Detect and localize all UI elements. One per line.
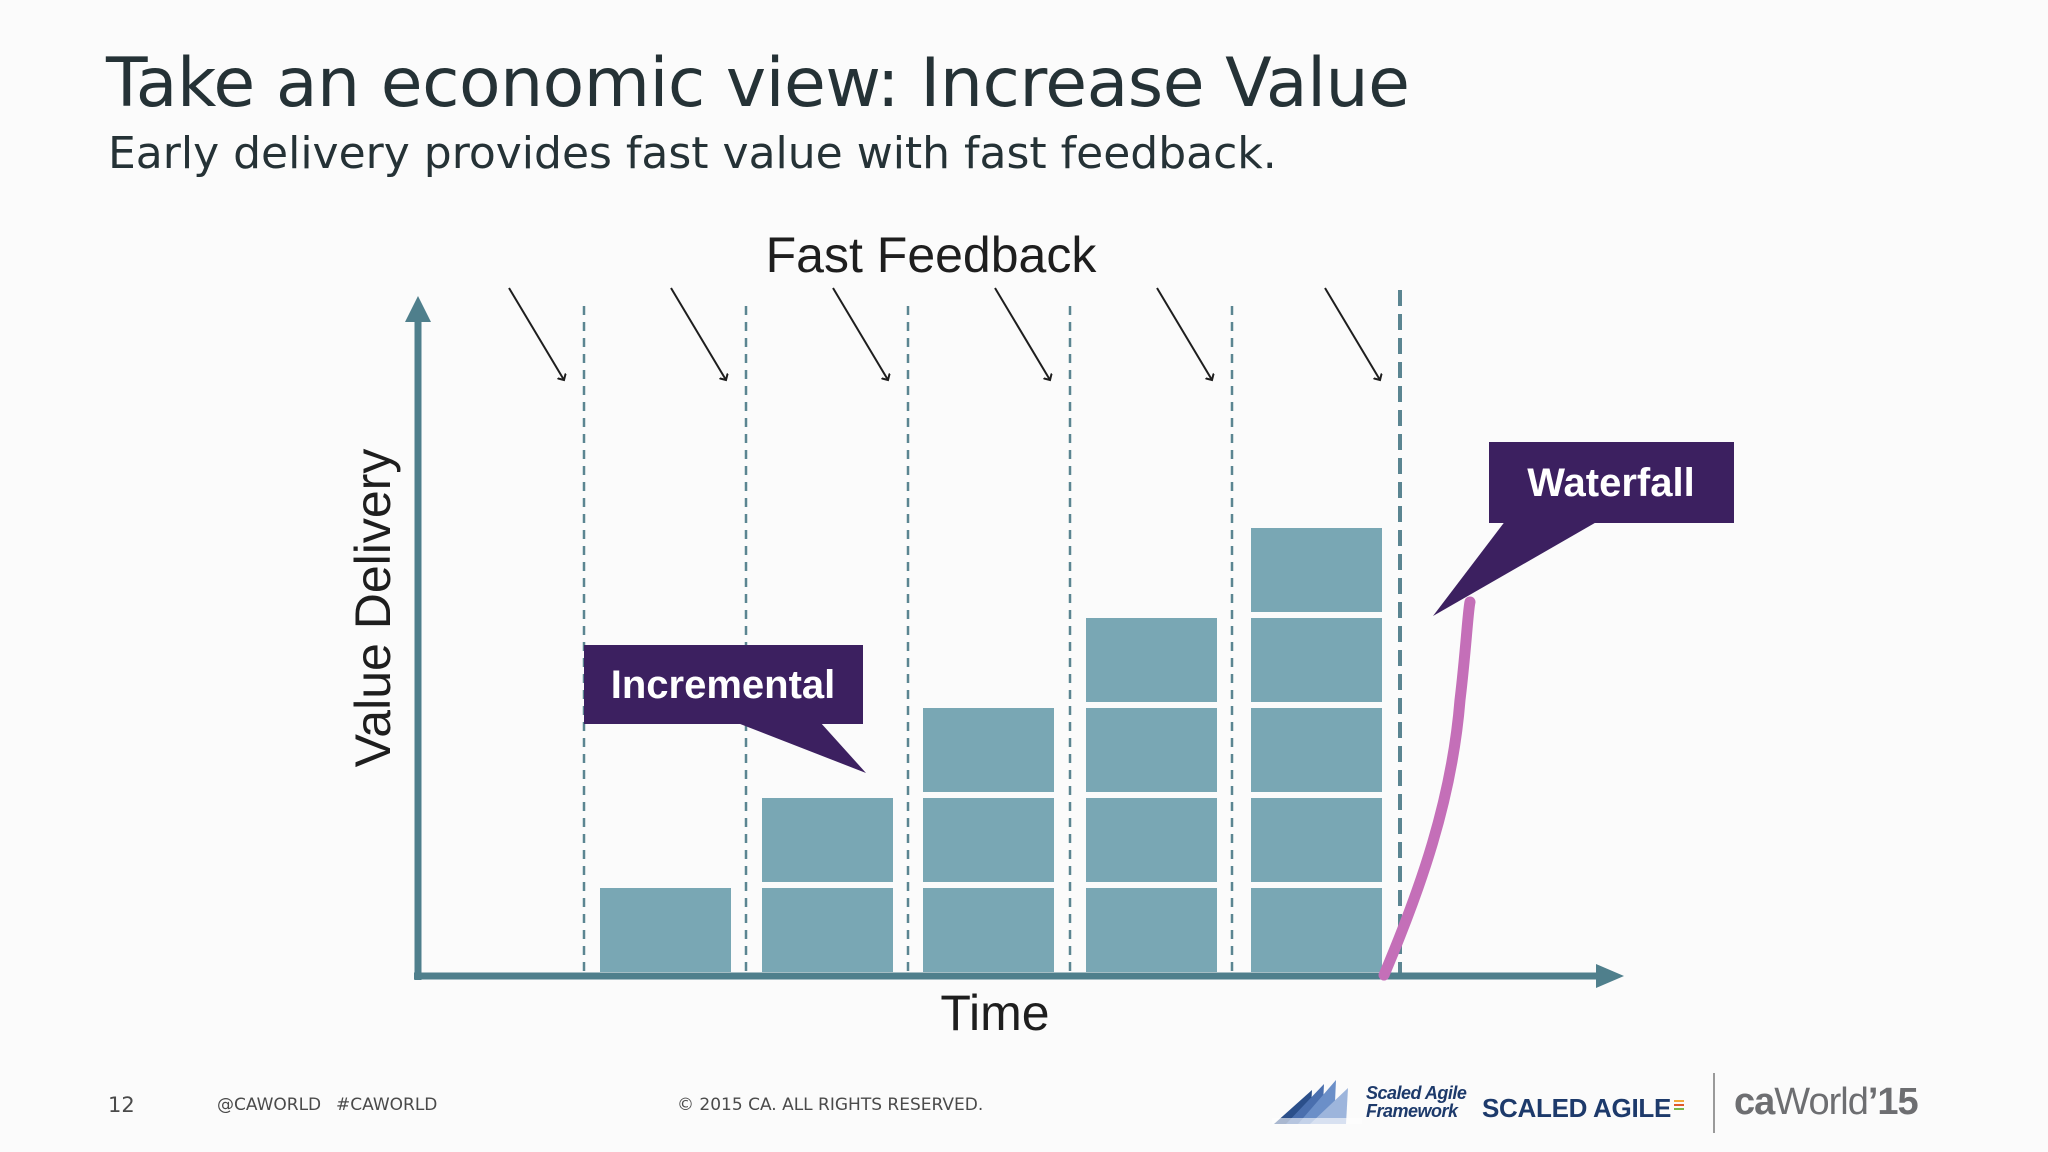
incremental-callout-pointer: [735, 722, 866, 773]
increment-block: [1251, 798, 1382, 882]
incremental-callout-label: Incremental: [611, 663, 836, 707]
increment-block: [1251, 708, 1382, 792]
increment-block: [1086, 888, 1217, 972]
increment-block: [600, 888, 731, 972]
caworld-year: ’15: [1867, 1081, 1919, 1123]
feedback-arrows: [508, 287, 1380, 380]
feedback-arrow: [994, 287, 1050, 380]
feedback-arrow: [832, 287, 888, 380]
increment-block: [923, 798, 1054, 882]
fast-feedback-label: Fast Feedback: [766, 227, 1098, 283]
hashtag: #CAWORLD: [336, 1095, 438, 1115]
slide-subtitle: Early delivery provides fast value with …: [108, 128, 1277, 179]
x-axis-arrowhead: [1596, 964, 1624, 988]
saf-logo-text: Scaled Agile Framework: [1366, 1083, 1467, 1121]
feedback-arrow: [670, 287, 726, 380]
iteration-boundaries: [582, 290, 1402, 976]
increment-block: [762, 798, 893, 882]
waterfall-callout-pointer: [1433, 520, 1600, 616]
slide-title: Take an economic view: Increase Value: [106, 44, 1410, 123]
footer-divider: [1713, 1073, 1715, 1133]
y-axis-label: Value Delivery: [345, 449, 401, 768]
increment-block: [1086, 708, 1217, 792]
incremental-callout-box: [584, 645, 863, 724]
copyright: © 2015 CA. ALL RIGHTS RESERVED.: [677, 1095, 984, 1115]
feedback-arrow: [508, 287, 564, 380]
waterfall-callout-label: Waterfall: [1527, 461, 1694, 505]
incremental-callout: Incremental: [584, 645, 866, 773]
feedback-arrow: [1156, 287, 1212, 380]
increment-block: [1251, 618, 1382, 702]
saf-logo-line1: Scaled Agile: [1366, 1083, 1467, 1103]
waterfall-curve: [1378, 596, 1476, 981]
waterfall-callout-box: [1489, 442, 1734, 523]
scaled-agile-mark-icon: [1674, 1100, 1684, 1110]
x-axis-label: Time: [940, 985, 1049, 1041]
caworld-ca: ca: [1734, 1081, 1775, 1123]
y-axis-arrowhead: [405, 296, 431, 322]
increment-block: [923, 888, 1054, 972]
caworld-logo: caWorld’15: [1734, 1081, 1919, 1124]
waterfall-callout: Waterfall: [1433, 442, 1734, 616]
feedback-arrow: [1324, 287, 1380, 380]
increment-block: [1251, 888, 1382, 972]
increment-block: [1251, 528, 1382, 612]
increment-blocks: [600, 528, 1382, 972]
increment-block: [762, 888, 893, 972]
caworld-world: World: [1774, 1081, 1869, 1123]
increment-block: [1086, 618, 1217, 702]
page-number: 12: [108, 1093, 135, 1117]
twitter-handle: @CAWORLD: [217, 1095, 322, 1115]
scaled-agile-logo: SCALED AGILE: [1482, 1093, 1672, 1123]
increment-block: [923, 708, 1054, 792]
saf-logo-icon: [1272, 1080, 1362, 1124]
saf-logo-line2: Framework: [1366, 1101, 1458, 1121]
increment-block: [1086, 798, 1217, 882]
